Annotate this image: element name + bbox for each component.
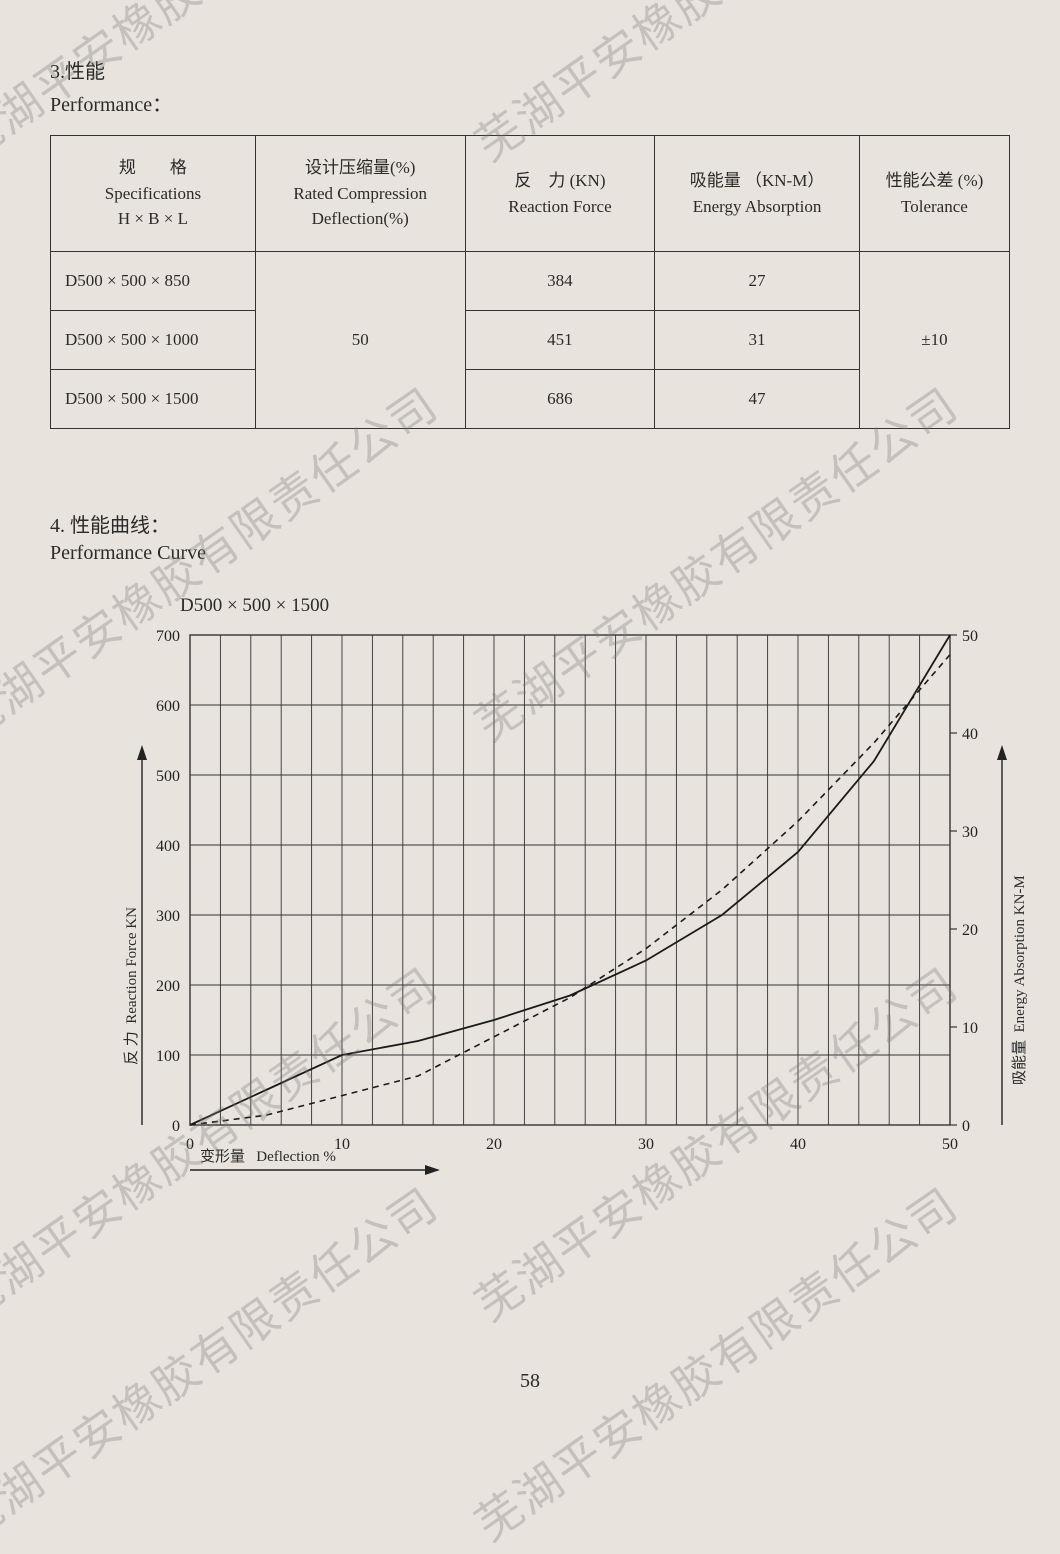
performance-table: 规 格 Specifications H × B × L 设计压缩量(%) Ra… bbox=[50, 135, 1010, 429]
cell-spec: D500 × 500 × 850 bbox=[51, 252, 256, 311]
svg-text:0: 0 bbox=[172, 1118, 180, 1135]
y-left-label: 反 力 Reaction Force KN bbox=[120, 907, 141, 1065]
svg-text:30: 30 bbox=[962, 824, 978, 841]
svg-text:10: 10 bbox=[334, 1136, 350, 1153]
th-comp-cn: 设计压缩量(%) bbox=[256, 155, 465, 181]
section4-heading-cn: 4. 性能曲线： bbox=[50, 509, 1010, 538]
th-reaction: 反 力 (KN) Reaction Force bbox=[465, 136, 655, 252]
page-content: 3.性能 Performance： 规 格 Specifications H ×… bbox=[0, 0, 1060, 1260]
cell-spec: D500 × 500 × 1500 bbox=[51, 370, 256, 429]
section4-heading-en: Performance Curve bbox=[50, 542, 1010, 565]
svg-text:50: 50 bbox=[942, 1136, 958, 1153]
y-left-label-en: Reaction Force KN bbox=[124, 907, 140, 1024]
performance-chart: 0100200300400500600700010203040500102030… bbox=[130, 625, 1030, 1225]
y-right-label: 吸能量 Energy Absorption KN-M bbox=[1008, 875, 1029, 1085]
section3-heading-cn: 3.性能 bbox=[50, 55, 1010, 84]
th-tol-cn: 性能公差 (%) bbox=[860, 168, 1009, 194]
table-header-row: 规 格 Specifications H × B × L 设计压缩量(%) Ra… bbox=[51, 136, 1010, 252]
y-right-label-cn: 吸能量 bbox=[1012, 1040, 1028, 1085]
svg-text:20: 20 bbox=[486, 1136, 502, 1153]
cell-compression: 50 bbox=[255, 252, 465, 429]
chart-title: D500 × 500 × 1500 bbox=[180, 595, 1010, 617]
th-spec-cn: 规 格 bbox=[51, 155, 255, 181]
y-right-label-en: Energy Absorption KN-M bbox=[1012, 875, 1028, 1032]
svg-text:10: 10 bbox=[962, 1020, 978, 1037]
x-label: 变形量 Deflection % bbox=[200, 1145, 336, 1166]
cell-react: 384 bbox=[465, 252, 655, 311]
cell-react: 686 bbox=[465, 370, 655, 429]
th-spec-en: Specifications bbox=[51, 181, 255, 207]
table-row: D500 × 500 × 850 50 384 27 ±10 bbox=[51, 252, 1010, 311]
svg-text:40: 40 bbox=[962, 726, 978, 743]
svg-text:500: 500 bbox=[156, 768, 180, 785]
svg-text:40: 40 bbox=[790, 1136, 806, 1153]
section4: 4. 性能曲线： Performance Curve D500 × 500 × … bbox=[50, 509, 1010, 1230]
svg-text:200: 200 bbox=[156, 978, 180, 995]
section3-heading-en: Performance： bbox=[50, 88, 1010, 117]
th-energy-en: Energy Absorption bbox=[655, 194, 859, 220]
svg-text:0: 0 bbox=[186, 1136, 194, 1153]
svg-text:700: 700 bbox=[156, 628, 180, 645]
cell-tolerance: ±10 bbox=[859, 252, 1009, 429]
cell-react: 451 bbox=[465, 311, 655, 370]
cell-energy: 27 bbox=[655, 252, 860, 311]
th-tol-en: Tolerance bbox=[860, 194, 1009, 220]
cell-energy: 31 bbox=[655, 311, 860, 370]
cell-spec: D500 × 500 × 1000 bbox=[51, 311, 256, 370]
th-tolerance: 性能公差 (%) Tolerance bbox=[859, 136, 1009, 252]
y-left-label-cn: 反 力 bbox=[124, 1031, 140, 1065]
th-spec-hbl: H × B × L bbox=[51, 206, 255, 232]
svg-text:0: 0 bbox=[962, 1118, 970, 1135]
svg-text:100: 100 bbox=[156, 1048, 180, 1065]
th-energy-cn: 吸能量 （KN-M） bbox=[655, 168, 859, 194]
th-comp-en2: Deflection(%) bbox=[256, 206, 465, 232]
th-react-en: Reaction Force bbox=[466, 194, 655, 220]
svg-text:20: 20 bbox=[962, 922, 978, 939]
th-energy: 吸能量 （KN-M） Energy Absorption bbox=[655, 136, 860, 252]
performance-chart-wrap: D500 × 500 × 1500 0100200300400500600700… bbox=[130, 595, 1010, 1230]
svg-text:30: 30 bbox=[638, 1136, 654, 1153]
svg-text:50: 50 bbox=[962, 628, 978, 645]
svg-text:300: 300 bbox=[156, 908, 180, 925]
th-comp-en1: Rated Compression bbox=[256, 181, 465, 207]
svg-text:600: 600 bbox=[156, 698, 180, 715]
th-compression: 设计压缩量(%) Rated Compression Deflection(%) bbox=[255, 136, 465, 252]
x-label-cn: 变形量 bbox=[200, 1149, 245, 1165]
th-react-cn: 反 力 (KN) bbox=[466, 168, 655, 194]
page-number: 58 bbox=[0, 1370, 1060, 1393]
x-label-en: Deflection % bbox=[256, 1149, 336, 1165]
th-spec: 规 格 Specifications H × B × L bbox=[51, 136, 256, 252]
svg-text:400: 400 bbox=[156, 838, 180, 855]
cell-energy: 47 bbox=[655, 370, 860, 429]
